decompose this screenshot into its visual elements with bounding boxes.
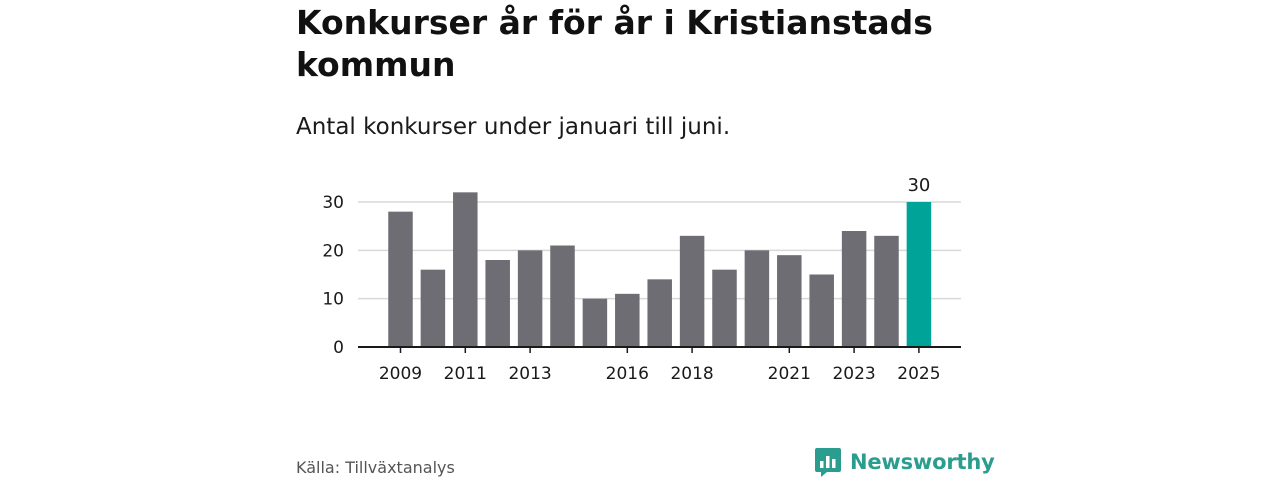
bar [744,250,770,347]
x-tick-label: 2009 [379,364,422,384]
y-tick-label: 20 [322,241,344,261]
newsworthy-logo-icon [815,448,841,477]
x-tick-label: 2016 [606,364,649,384]
bar [420,269,446,347]
bar [712,269,737,347]
bar [485,260,510,347]
x-tick-label: 2013 [508,364,551,384]
y-tick-label: 0 [333,338,344,358]
chart-title: Konkurser år för år i Kristianstads komm… [296,3,933,84]
highlight-bar [906,202,932,347]
x-tick-label: 2025 [897,364,940,384]
x-tick-label: 2021 [768,364,811,384]
bar [453,192,478,347]
x-tick-label: 2023 [832,364,875,384]
bar [388,211,413,347]
bar [679,235,705,347]
bar [582,298,608,347]
bar [809,274,834,347]
source-note: Källa: Tillväxtanalys [296,458,455,477]
bar [550,245,575,347]
bar [841,231,867,347]
bar [517,250,543,347]
x-tick-label: 2018 [670,364,713,384]
y-tick-label: 10 [322,290,344,310]
bar-chart: 0 10 20 30 2009 2011 2013 2016 2018 2021 2023 2025 3… [322,175,961,384]
chart-subtitle: Antal konkurser under januari till juni. [296,114,731,140]
data-label: 30 [907,175,930,196]
bar [647,279,672,347]
y-tick-label: 30 [322,193,344,213]
x-tick-label: 2011 [444,364,487,384]
bar [615,293,640,347]
bar [874,235,899,347]
bar [777,255,802,347]
brand-name: Newsworthy [850,450,995,474]
brand-logo: Newsworthy [814,446,995,478]
